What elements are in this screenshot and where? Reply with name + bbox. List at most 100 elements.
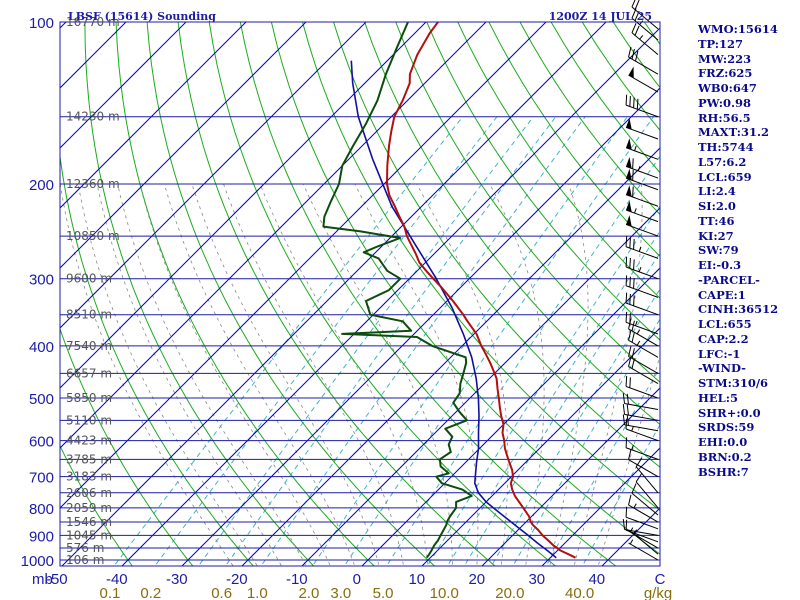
index-value: MAXT:31.2	[698, 125, 769, 140]
mixing-ratio-label: 10.0	[430, 585, 459, 600]
dry-adiabat	[146, 22, 436, 566]
index-value: EHI:0.0	[698, 435, 748, 449]
wind-barb	[625, 117, 659, 140]
dry-adiabat	[395, 22, 660, 383]
height-label: 8510 m	[66, 308, 112, 322]
isotherm-line	[301, 207, 660, 566]
wind-barb	[625, 138, 659, 160]
index-value: RH:56.5	[698, 110, 751, 125]
moist-adiabat	[117, 183, 307, 566]
height-label: 2606 m	[66, 486, 112, 500]
moist-adiabat	[139, 183, 331, 566]
height-label: 10850 m	[66, 229, 120, 243]
moist-adiabat	[96, 183, 283, 566]
moist-adiabat	[549, 183, 589, 566]
wind-barb	[622, 403, 659, 421]
mixing-ratio-label: 20.0	[495, 585, 524, 600]
mixing-ratio-line	[260, 116, 586, 566]
pressure-tick-label: 1000	[21, 553, 54, 570]
index-value: SRDS:59	[698, 420, 755, 435]
moist-adiabat	[77, 183, 258, 566]
isotherm-line	[60, 22, 247, 209]
temperature-tick-label: 30	[528, 571, 545, 588]
moist-adiabat	[416, 183, 509, 566]
index-value: TT:46	[698, 213, 735, 228]
wind-barb	[635, 472, 659, 509]
pressure-tick-label: 900	[29, 528, 54, 545]
wind-barb	[625, 506, 659, 530]
index-value: WMO:15614	[698, 22, 778, 36]
pressure-tick-label: 700	[29, 470, 54, 487]
mixing-ratio-label: 5.0	[373, 585, 394, 600]
pressure-tick-label: 100	[29, 15, 54, 32]
wind-barb	[622, 519, 659, 536]
temperature-tick-label: 10	[408, 571, 425, 588]
isotherm-line	[361, 267, 660, 566]
wind-barb	[625, 437, 659, 460]
mixing-ratio-label: 2.0	[298, 585, 319, 600]
index-value: L57:6.2	[698, 154, 747, 169]
isotherm-line	[181, 87, 660, 566]
wind-barbs	[622, 0, 659, 561]
isotherm-line	[421, 327, 660, 566]
height-label: 106 m	[66, 553, 104, 567]
index-value: SW:79	[698, 243, 739, 258]
wind-barb	[625, 236, 659, 259]
index-value: -PARCEL-	[698, 272, 760, 287]
temperature-tick-label: -50	[46, 571, 68, 588]
height-label: 5110 m	[66, 413, 112, 427]
pressure-tick-label: 500	[29, 391, 54, 408]
wind-barb	[625, 94, 659, 118]
index-value: PW:0.98	[698, 95, 752, 110]
index-value: CINH:36512	[698, 302, 779, 317]
wind-barb	[625, 292, 659, 316]
wind-barb	[625, 185, 659, 207]
temperature-trace	[386, 22, 576, 559]
isotherm-line	[241, 147, 660, 566]
index-value: TH:5744	[698, 140, 754, 154]
sounding-indices-panel: WMO:15614 TP:127 MW:223 FRZ:625 WB0:647 PW:0.…	[698, 22, 798, 479]
pressure-tick-label: 200	[29, 177, 54, 194]
chart-title: LBSF (15614) Sounding	[68, 10, 216, 23]
height-label: 9600 m	[66, 272, 112, 286]
height-label: 3785 m	[66, 452, 112, 466]
dry-adiabat	[488, 22, 660, 258]
isotherm-line	[61, 22, 607, 566]
wind-barb	[628, 66, 659, 93]
wind-barb	[625, 311, 659, 335]
isotherm-line	[60, 22, 427, 389]
wind-barb	[625, 519, 659, 543]
height-label: 1546 m	[66, 515, 112, 529]
wind-barb	[625, 418, 659, 442]
height-label: 14230 m	[66, 110, 120, 124]
height-label: 4423 m	[66, 434, 112, 448]
moist-adiabat	[191, 183, 380, 566]
index-value: -WIND-	[698, 361, 746, 376]
pressure-tick-label: 800	[29, 501, 54, 518]
wind-barb	[628, 356, 659, 385]
height-label: 1045 m	[66, 528, 112, 542]
height-label: 5850 m	[66, 391, 112, 405]
mixing-ratio-label: 1.0	[247, 585, 268, 600]
mixing-ratio-label: 3.0	[330, 585, 351, 600]
mixing-ratio-line	[113, 116, 464, 566]
wind-barb	[625, 275, 659, 298]
chart-time: 1200Z 14 JUL 25	[549, 10, 652, 23]
wind-barb	[625, 375, 659, 399]
dry-adiabat	[60, 444, 133, 566]
moist-adiabat	[223, 183, 405, 566]
dry-adiabat	[364, 22, 660, 426]
mixing-ratio-label: 0.1	[99, 585, 120, 600]
wind-barb	[625, 200, 659, 223]
wind-barb	[628, 539, 659, 561]
wind-barb	[631, 23, 659, 56]
moist-adiabat	[259, 183, 429, 566]
wind-barb	[628, 330, 659, 358]
chart-grid	[60, 22, 660, 566]
temperature-tick-label: 20	[468, 571, 485, 588]
mixing-ratio-label: 0.6	[211, 585, 232, 600]
index-value: KI:27	[698, 228, 734, 243]
wind-barb	[625, 157, 659, 179]
